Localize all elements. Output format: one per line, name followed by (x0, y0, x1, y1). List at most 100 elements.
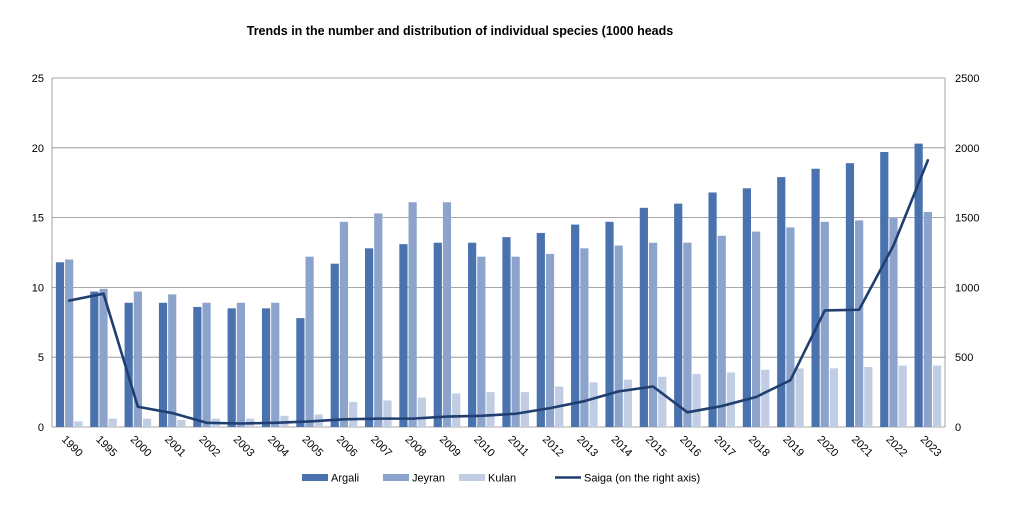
x-axis-tick-label: 2020 (815, 434, 841, 460)
bar-jeyran-2013 (580, 248, 589, 427)
bar-argali-2001 (158, 302, 168, 427)
bar-argali-2019 (777, 177, 786, 427)
bar-kulan-2015 (658, 376, 667, 427)
bar-jeyran-2015 (648, 242, 658, 427)
bar-argali-2002 (193, 306, 202, 427)
gridlines (52, 77, 945, 428)
bar-kulan-2018 (761, 369, 770, 427)
x-axis-tick-label: 2004 (265, 434, 291, 460)
x-axis-tick-label: 2001 (162, 434, 188, 460)
legend-swatch-argali (302, 474, 328, 481)
x-axis-tick-label: 2006 (334, 434, 360, 460)
bar-jeyran-2005 (305, 256, 314, 427)
bar-kulan-2021 (864, 366, 873, 427)
x-axis-tick-label: 2008 (403, 434, 429, 460)
right-axis-tick-label: 1000 (955, 282, 979, 294)
bar-jeyran-2016 (683, 242, 692, 427)
bar-jeyran-2017 (717, 235, 726, 427)
bar-jeyran-2020 (820, 221, 829, 427)
x-axis-tick-label: 2019 (780, 434, 806, 460)
bar-jeyran-2011 (511, 256, 520, 427)
x-axis-tick-label: 1990 (59, 434, 85, 460)
x-axis-tick-label: 2007 (368, 434, 394, 460)
bar-argali-2013 (571, 224, 580, 427)
bar-argali-2012 (536, 232, 545, 427)
bar-argali-2023 (914, 143, 923, 427)
bar-jeyran-2014 (614, 245, 623, 427)
bar-argali-2017 (708, 192, 717, 427)
bar-argali-2008 (399, 244, 408, 427)
bar-series (55, 143, 942, 428)
bar-argali-2006 (330, 263, 339, 427)
x-axis-tick-label: 2010 (471, 434, 497, 460)
bar-jeyran-2018 (751, 231, 761, 427)
x-axis-tick-label: 2022 (883, 434, 909, 460)
right-axis-tick-label: 500 (955, 352, 973, 364)
bar-jeyran-2001 (168, 294, 177, 427)
bar-kulan-2014 (623, 379, 633, 427)
bar-jeyran-2019 (786, 227, 795, 427)
left-axis-tick-label: 10 (32, 282, 44, 294)
bar-argali-2007 (364, 248, 374, 427)
x-axis-tick-label: 1995 (93, 434, 119, 460)
bar-jeyran-2002 (202, 302, 211, 427)
left-axis-tick-label: 25 (32, 73, 44, 85)
right-axis-tick-label: 0 (955, 422, 961, 434)
x-axis-tick-label: 2012 (540, 434, 566, 460)
bar-argali-1995 (90, 291, 99, 427)
legend-label-argali: Argali (331, 473, 359, 485)
bar-kulan-2022 (898, 365, 907, 427)
right-axis-tick-label: 1500 (955, 213, 979, 225)
bar-argali-2014 (605, 221, 614, 427)
bar-argali-2015 (639, 207, 648, 427)
left-axis-tick-label: 0 (38, 422, 44, 434)
bar-kulan-2010 (486, 392, 495, 427)
legend-label-kulan: Kulan (488, 473, 516, 485)
right-axis-tick-label: 2500 (955, 73, 979, 85)
bar-jeyran-2008 (408, 202, 417, 427)
legend-swatch-jeyran (383, 474, 409, 481)
bar-argali-2016 (674, 203, 683, 427)
bar-jeyran-2006 (339, 221, 349, 427)
bar-jeyran-1990 (65, 259, 74, 427)
bar-argali-2018 (742, 188, 751, 427)
bar-jeyran-2022 (889, 217, 898, 427)
x-axis-tick-label: 2009 (437, 434, 463, 460)
legend-label-saiga: Saiga (on the right axis) (584, 473, 700, 485)
bar-kulan-2013 (589, 382, 598, 427)
bar-jeyran-2004 (271, 302, 280, 427)
x-axis-tick-label: 2015 (643, 434, 669, 460)
x-axis-tick-label: 2011 (506, 434, 531, 459)
bar-kulan-1990 (74, 421, 83, 427)
legend-label-jeyran: Jeyran (412, 473, 445, 485)
bar-argali-2000 (124, 302, 133, 427)
x-axis-tick-label: 2018 (746, 434, 772, 460)
bar-argali-2003 (227, 308, 236, 427)
bar-argali-2009 (433, 242, 442, 427)
left-axis-tick-label: 15 (32, 213, 44, 225)
bar-argali-2022 (880, 151, 889, 427)
bar-jeyran-2009 (442, 202, 452, 427)
x-axis-tick-label: 2017 (712, 434, 738, 460)
bar-kulan-2017 (726, 372, 736, 427)
bar-kulan-2008 (417, 397, 426, 427)
bar-kulan-2001 (177, 420, 186, 427)
x-axis-tick-label: 2016 (677, 434, 703, 460)
x-axis-tick-label: 2000 (128, 434, 154, 460)
left-axis-tick-label: 5 (38, 352, 44, 364)
legend-swatch-kulan (459, 474, 485, 481)
x-axis-tick-label: 2021 (849, 434, 875, 460)
bar-jeyran-2012 (545, 253, 555, 427)
bar-jeyran-2003 (236, 302, 246, 427)
line-saiga (67, 159, 930, 425)
bar-kulan-2019 (795, 368, 804, 427)
bar-jeyran-1995 (99, 288, 108, 427)
legend: Argali Jeyran Kulan Saiga (on the right axi… (302, 473, 700, 485)
bar-argali-2011 (502, 237, 511, 427)
bar-argali-2004 (261, 308, 271, 427)
bar-kulan-2023 (932, 365, 942, 427)
bar-kulan-2006 (349, 401, 358, 427)
bar-argali-2005 (296, 318, 305, 427)
